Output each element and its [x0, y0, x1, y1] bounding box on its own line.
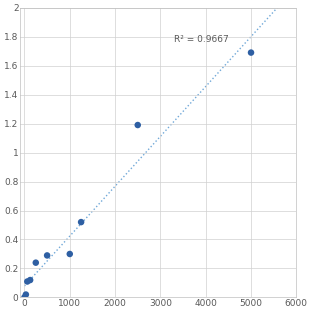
Point — [25, 279, 30, 284]
Point — [23, 292, 28, 297]
Point — [79, 220, 84, 225]
Point — [135, 123, 140, 128]
Point — [67, 251, 72, 256]
Text: R² = 0.9667: R² = 0.9667 — [174, 36, 229, 44]
Point — [22, 295, 27, 300]
Point — [45, 253, 50, 258]
Point — [33, 260, 38, 265]
Point — [249, 50, 254, 55]
Point — [28, 278, 33, 283]
